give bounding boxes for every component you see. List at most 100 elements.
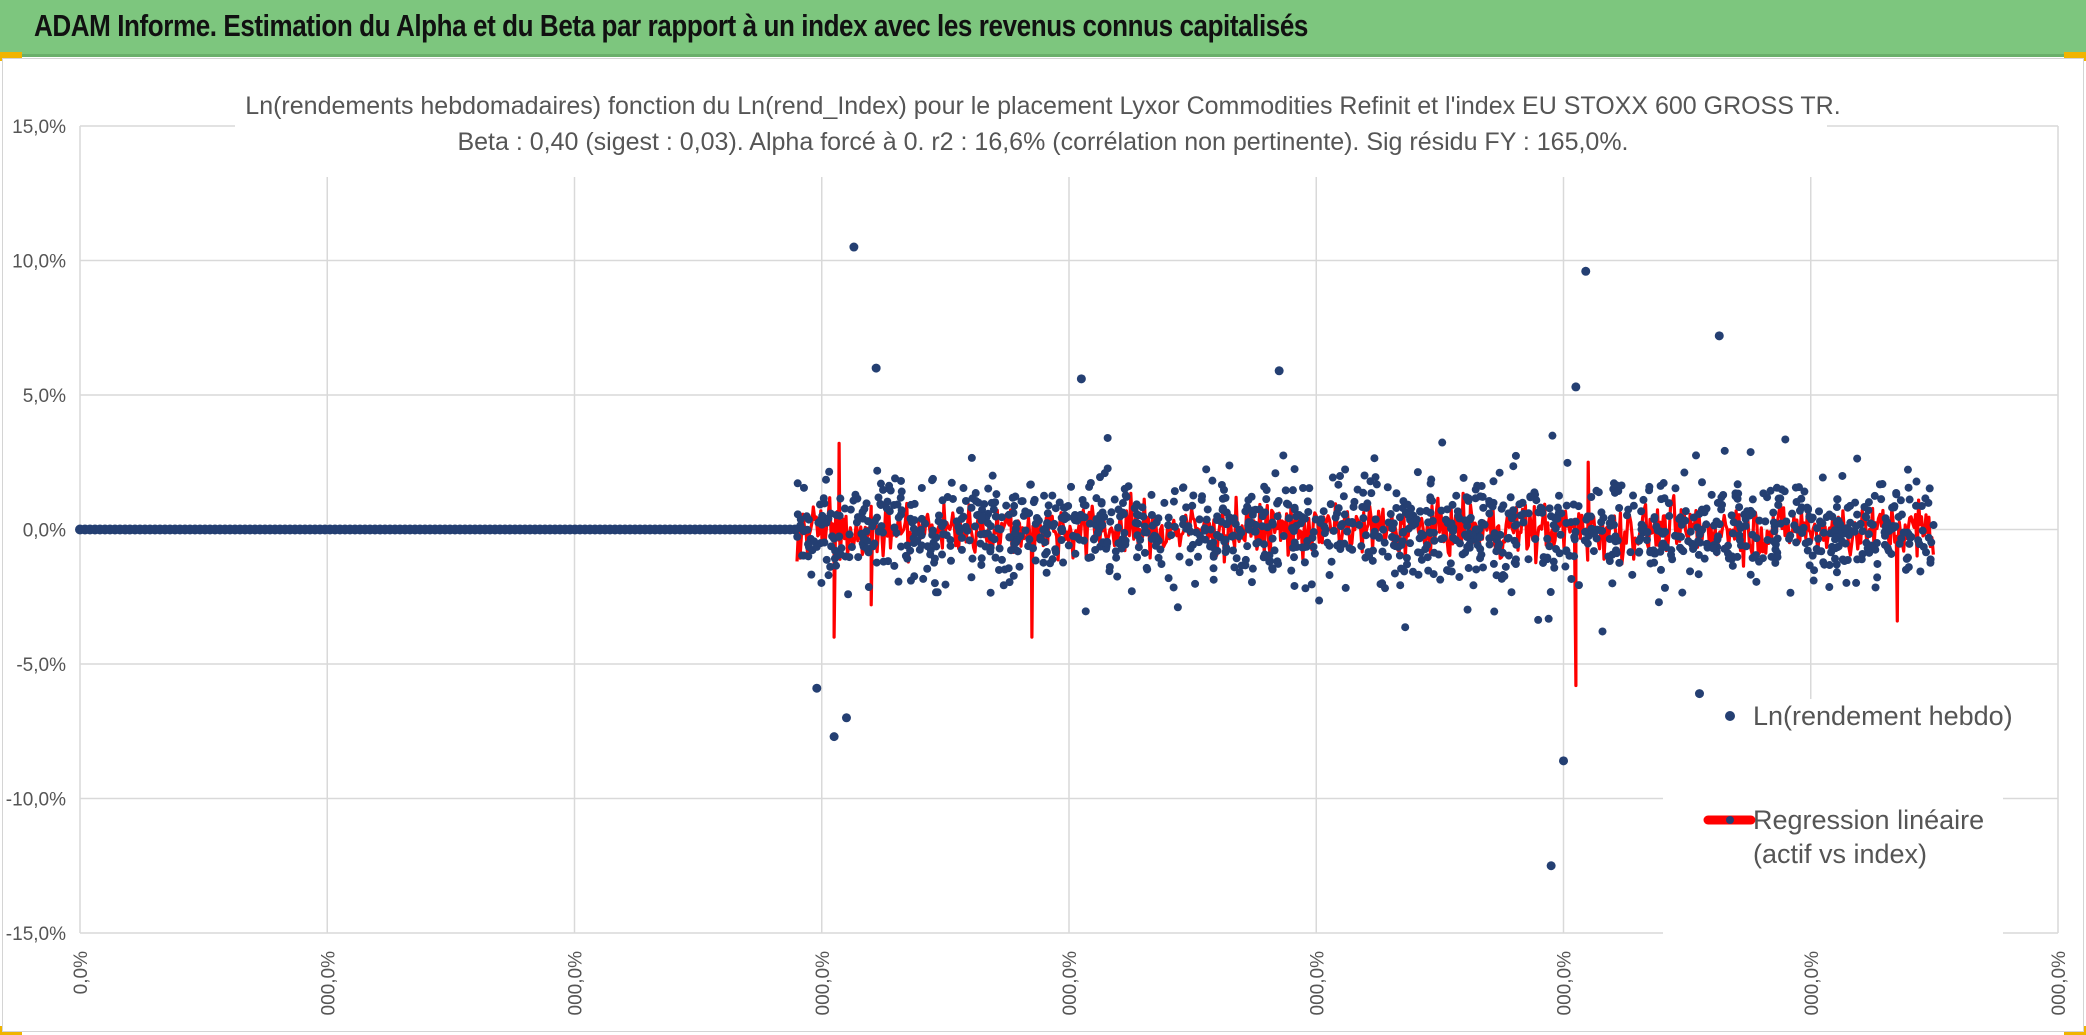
scatter-point	[1421, 545, 1430, 554]
scatter-point	[798, 551, 807, 560]
scatter-point	[1202, 465, 1211, 474]
scatter-point	[1186, 544, 1195, 553]
scatter-point	[938, 550, 947, 559]
scatter-point	[1677, 520, 1686, 529]
x-tick-label: 0,0%	[71, 951, 92, 994]
scatter-point	[1694, 550, 1703, 559]
scatter-point	[1103, 464, 1112, 473]
scatter-point	[977, 560, 986, 569]
scatter-point	[1670, 531, 1679, 540]
scatter-point	[1340, 539, 1349, 548]
scatter-point	[1905, 495, 1914, 504]
scatter-point	[1011, 528, 1020, 537]
scatter-point	[1472, 565, 1481, 574]
scatter-point	[1571, 382, 1581, 392]
scatter-point	[840, 504, 849, 513]
scatter-point	[1864, 530, 1873, 539]
scatter-point	[1700, 554, 1709, 563]
corner-marker-left	[0, 52, 22, 61]
scatter-point	[971, 522, 980, 531]
scatter-point	[1734, 520, 1743, 529]
scatter-point	[963, 526, 972, 535]
scatter-point	[1562, 518, 1571, 527]
scatter-point	[1093, 528, 1102, 537]
scatter-point	[916, 525, 925, 534]
scatter-point	[1005, 578, 1014, 587]
scatter-point	[1042, 568, 1051, 577]
scatter-point	[989, 505, 998, 514]
scatter-point	[1091, 545, 1100, 554]
scatter-point	[1808, 551, 1817, 560]
scatter-point	[1769, 537, 1778, 546]
scatter-point	[1209, 575, 1218, 584]
scatter-point	[1613, 536, 1622, 545]
legend-regression-dot	[1726, 816, 1734, 824]
scatter-point	[1489, 559, 1498, 568]
scatter-point	[965, 536, 974, 545]
scatter-point	[991, 553, 1000, 562]
scatter-point	[1127, 587, 1136, 596]
scatter-point	[1553, 503, 1562, 512]
scatter-point	[1396, 581, 1405, 590]
scatter-point	[799, 483, 808, 492]
scatter-point	[1785, 534, 1794, 543]
scatter-point	[1494, 542, 1503, 551]
scatter-point	[997, 513, 1006, 522]
scatter-point	[1225, 461, 1234, 470]
scatter-point	[1004, 510, 1013, 519]
scatter-point	[1665, 512, 1674, 521]
scatter-point	[1341, 465, 1350, 474]
scatter-point	[1461, 516, 1470, 525]
scatter-point	[1492, 535, 1501, 544]
scatter-point	[1087, 553, 1096, 562]
scatter-point	[1499, 501, 1508, 510]
scatter-point	[893, 500, 902, 509]
scatter-point	[1843, 503, 1852, 512]
scatter-point	[1357, 542, 1366, 551]
scatter-point	[1011, 538, 1020, 547]
scatter-point	[1105, 567, 1114, 576]
scatter-point	[1707, 490, 1716, 499]
scatter-point	[1175, 552, 1184, 561]
scatter-point	[1179, 514, 1188, 523]
scatter-point	[1025, 535, 1034, 544]
scatter-point	[1832, 502, 1841, 511]
scatter-point	[822, 555, 831, 564]
scatter-point	[1755, 516, 1764, 525]
scatter-point	[1922, 548, 1931, 557]
scatter-point	[1403, 560, 1412, 569]
scatter-point	[1029, 498, 1038, 507]
scatter-point	[1004, 564, 1013, 573]
scatter-point	[817, 578, 826, 587]
scatter-point	[1694, 689, 1704, 699]
scatter-point	[1581, 527, 1590, 536]
scatter-point	[1343, 527, 1352, 536]
scatter-point	[1247, 578, 1256, 587]
regression-line	[795, 441, 1935, 688]
scatter-point	[1904, 483, 1913, 492]
scatter-point	[1380, 538, 1389, 547]
scatter-point	[946, 541, 955, 550]
scatter-point	[1819, 558, 1828, 567]
scatter-point	[1333, 541, 1342, 550]
scatter-point	[1060, 515, 1069, 524]
scatter-point	[1519, 518, 1528, 527]
scatter-point	[1776, 519, 1785, 528]
scatter-point	[1096, 473, 1105, 482]
scatter-point	[928, 474, 937, 483]
scatter-point	[837, 544, 846, 553]
scatter-point	[832, 561, 841, 570]
scatter-point	[1634, 548, 1643, 557]
scatter-point	[1268, 534, 1277, 543]
scatter-point	[1235, 568, 1244, 577]
scatter-point	[941, 580, 950, 589]
scatter-point	[1546, 588, 1555, 597]
y-tick-label: 0,0%	[23, 521, 66, 542]
scatter-point	[1012, 519, 1021, 528]
scatter-point	[1511, 451, 1520, 460]
scatter-point	[1581, 266, 1591, 276]
scatter-point	[1237, 528, 1246, 537]
scatter-point	[1446, 559, 1455, 568]
scatter-point	[1813, 524, 1822, 533]
scatter-point	[1478, 563, 1487, 572]
